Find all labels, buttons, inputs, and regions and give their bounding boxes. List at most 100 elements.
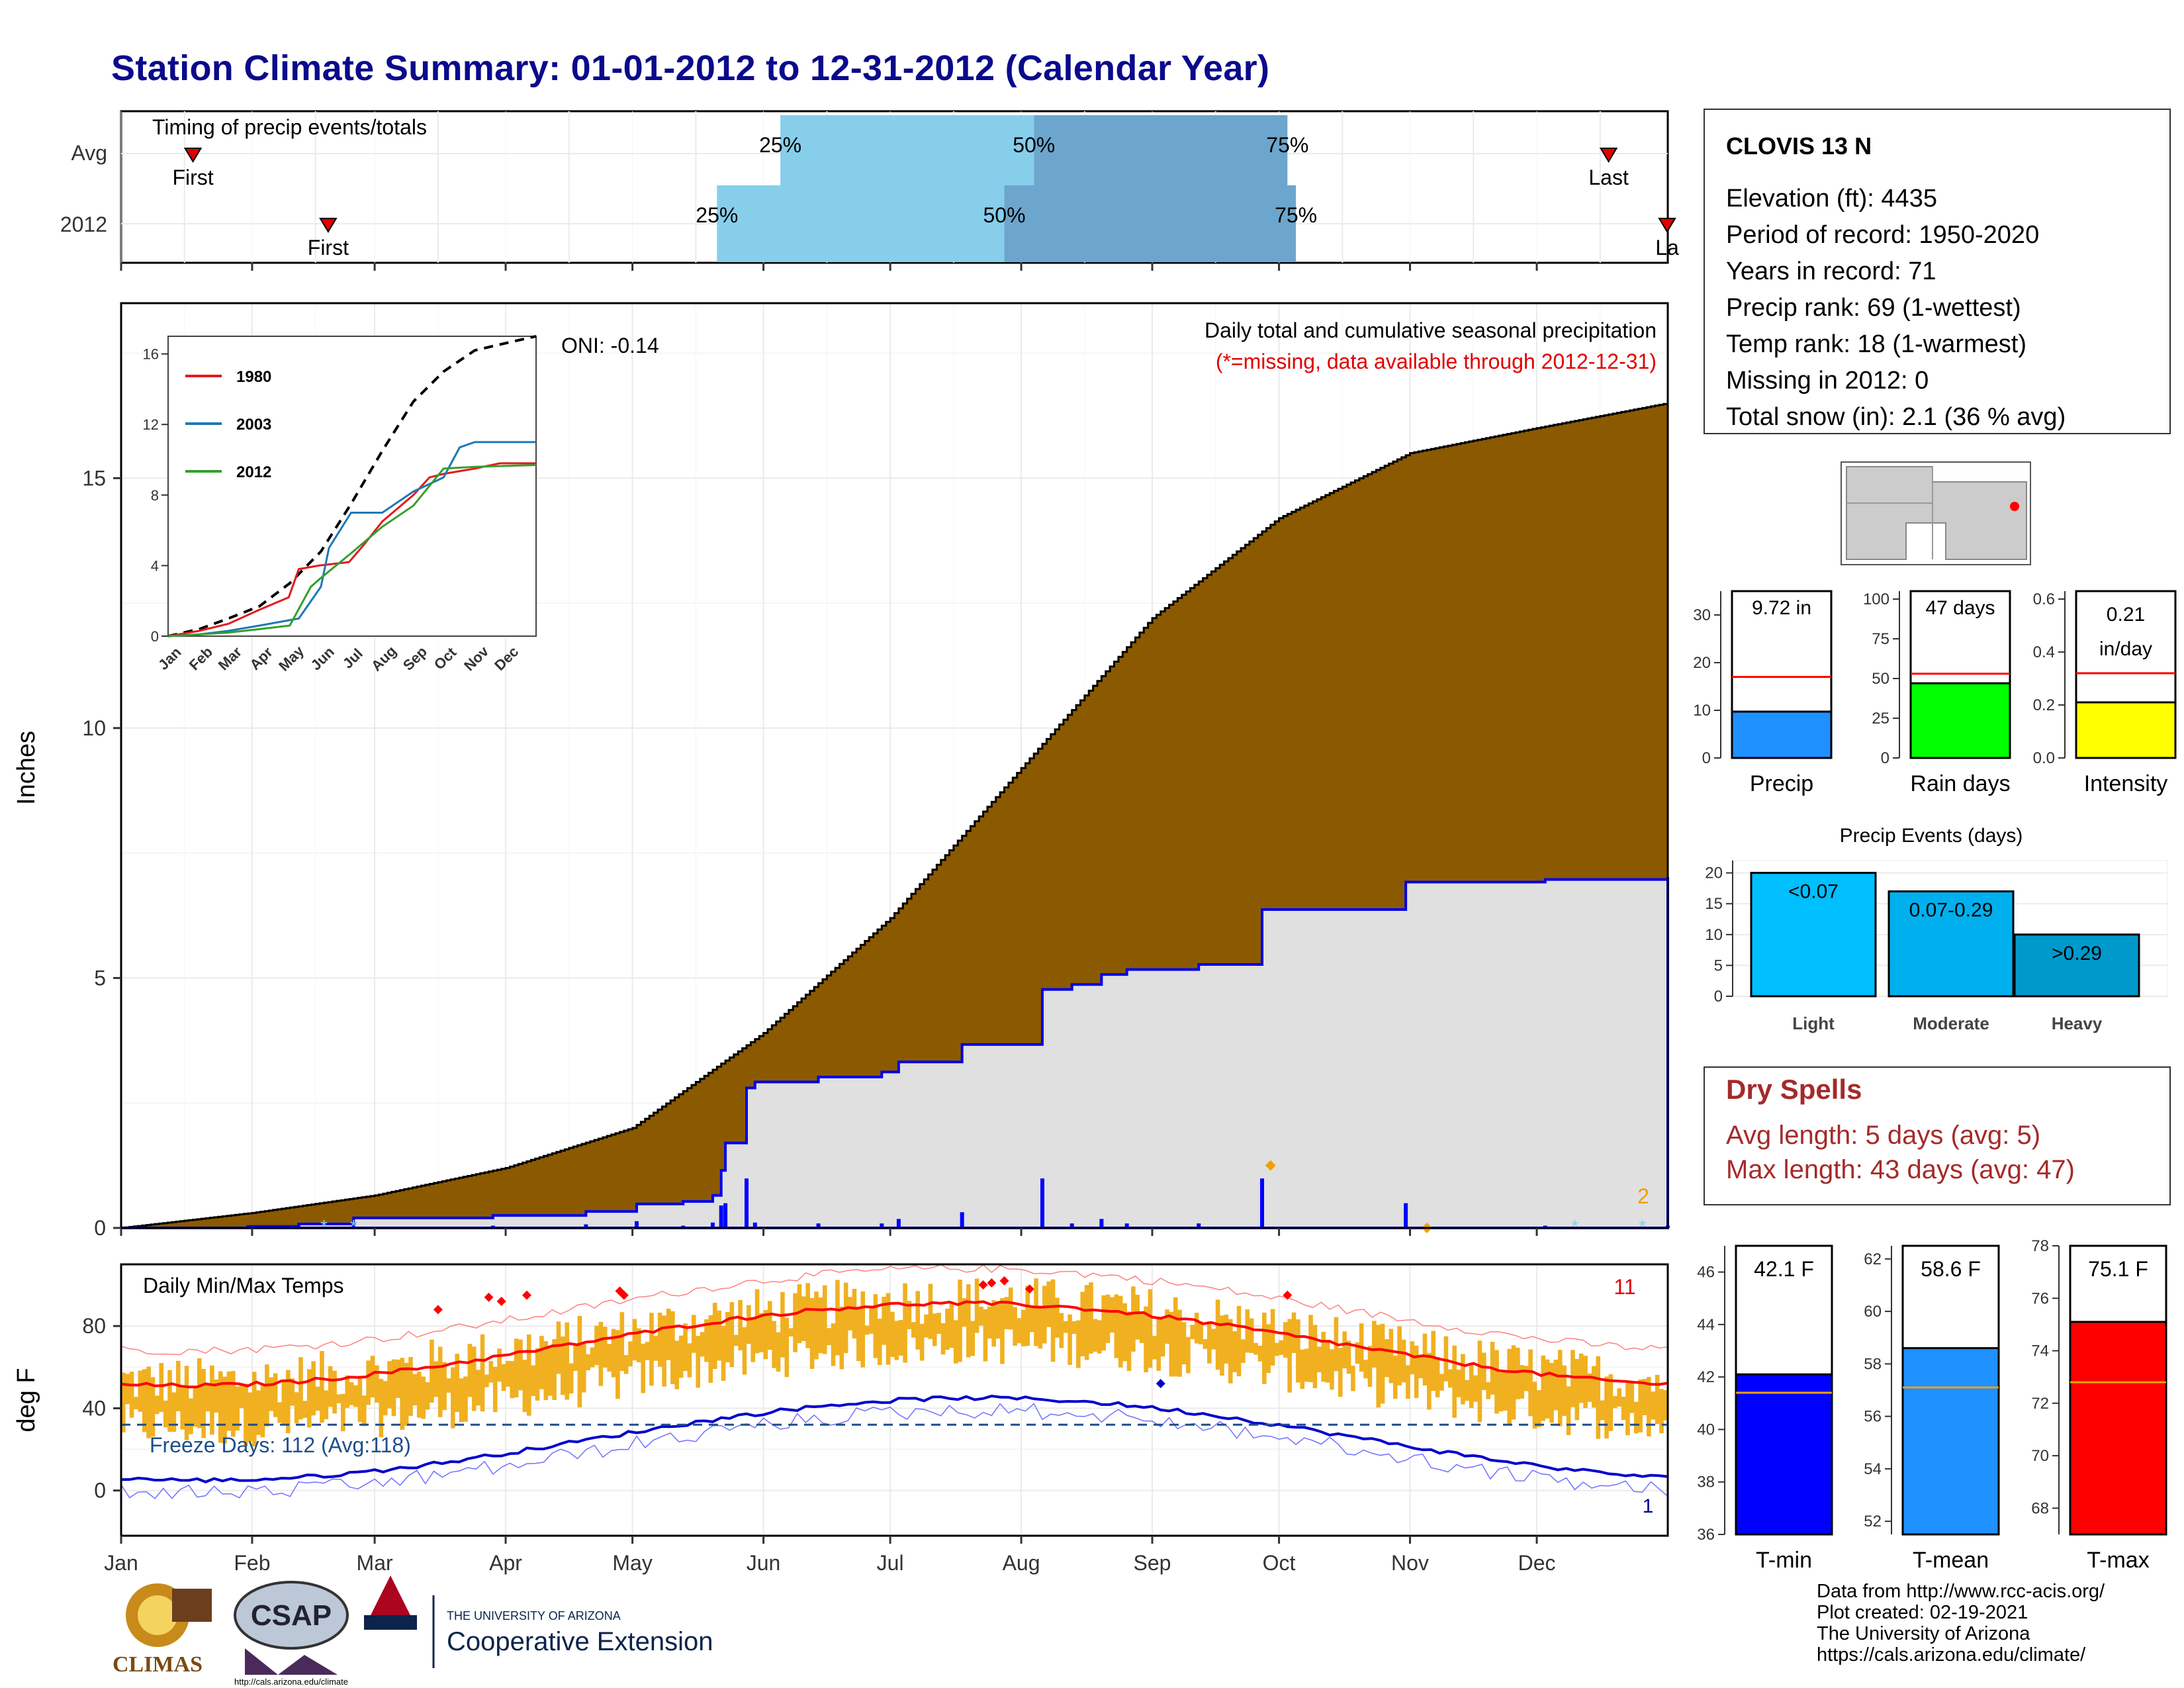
temp-daily-bar: [1194, 1313, 1199, 1344]
temp-daily-bar: [1385, 1339, 1389, 1378]
temp-daily-bar: [869, 1306, 874, 1334]
temp-daily-bar: [1549, 1362, 1554, 1423]
temp-daily-bar: [159, 1363, 164, 1412]
temp-summary-value-label: 58.6 F: [1921, 1257, 1981, 1281]
summary-label: Precip: [1750, 771, 1813, 796]
temp-daily-bar: [1063, 1321, 1068, 1333]
precip-ytick-label: 5: [94, 966, 106, 990]
temp-ytick-label: 0: [94, 1479, 106, 1503]
summary-bar-Rain days: [1909, 682, 2011, 759]
temp-daily-bar: [1557, 1350, 1563, 1427]
temp-daily-bar: [1388, 1329, 1394, 1383]
record-high-line: [120, 1264, 1668, 1356]
footer-url: https://cals.arizona.edu/climate/: [1817, 1644, 2086, 1665]
temp-daily-bar: [1537, 1390, 1541, 1427]
temp-ylabel: deg F: [13, 1368, 40, 1432]
temp-daily-bar: [1304, 1348, 1309, 1382]
temp-daily-bar: [1173, 1297, 1178, 1377]
temp-daily-bar: [1215, 1299, 1220, 1370]
temp-daily-bar: [433, 1361, 439, 1397]
daily-precip-bar: [584, 1224, 588, 1228]
inset-legend-label: 2003: [236, 416, 271, 434]
temp-daily-bar: [1059, 1313, 1064, 1348]
temp-daily-bar: [662, 1315, 666, 1387]
events-bar-Heavy: [2013, 933, 2140, 998]
temp-summary-value-label: 42.1 F: [1754, 1257, 1814, 1281]
temp-daily-bar: [898, 1319, 903, 1356]
missing-marker: *: [320, 1216, 328, 1237]
missing-marker: *: [350, 1216, 357, 1237]
temp-daily-bar: [717, 1310, 721, 1361]
temp-daily-bar: [1452, 1345, 1457, 1418]
temp-daily-bar: [1376, 1325, 1381, 1408]
temp-daily-bar: [1469, 1363, 1474, 1409]
temp-daily-bar: [852, 1288, 857, 1338]
first-label: First: [172, 165, 213, 189]
temp-daily-bar: [586, 1354, 590, 1371]
temp-daily-bar: [526, 1334, 531, 1416]
temp-daily-bar: [1338, 1348, 1343, 1397]
temp-daily-bar: [1148, 1289, 1153, 1368]
temp-daily-bar: [653, 1335, 659, 1361]
temp-summary-bar-T-max: [2069, 1321, 2167, 1536]
summary-value-label: 0.21: [2107, 604, 2145, 626]
temp-summary-bar-T-min: [1735, 1373, 1833, 1536]
temp-daily-bar: [1486, 1382, 1491, 1399]
temp-daily-bar: [189, 1398, 193, 1434]
temp-daily-bar: [459, 1378, 464, 1423]
temp-daily-bar: [1000, 1298, 1005, 1364]
temp-daily-bar: [281, 1381, 287, 1425]
temp-daily-bar: [222, 1376, 227, 1444]
temp-daily-bar: [1592, 1366, 1596, 1408]
temp-daily-bar: [894, 1321, 899, 1360]
summary-tick-label: 25: [1872, 710, 1889, 727]
temp-daily-bar: [1516, 1347, 1520, 1399]
temp-daily-bar: [1135, 1294, 1140, 1340]
temp-daily-bar: [831, 1323, 836, 1366]
temp-daily-bar: [1118, 1295, 1123, 1368]
summary-tick-label: 0.4: [2033, 643, 2055, 661]
temp-daily-bar: [1629, 1383, 1635, 1413]
csap-logo: CSAP http://cals.arizona.edu/climate: [234, 1581, 349, 1687]
dry-spells: Dry Spells Avg length: 5 days (avg: 5) M…: [1704, 1066, 2171, 1205]
timing-q25-label: 25%: [696, 203, 738, 227]
temp-daily-bar: [581, 1342, 586, 1393]
temp-daily-bar: [1181, 1322, 1187, 1365]
precip-ytick-label: 15: [82, 466, 106, 490]
temp-daily-bar: [294, 1392, 299, 1424]
temp-daily-bar: [543, 1341, 549, 1401]
temp-daily-bar: [1013, 1307, 1017, 1346]
station-name: CLOVIS 13 N: [1726, 132, 1872, 160]
timing-q50-label: 50%: [1013, 133, 1055, 157]
temp-daily-bar: [674, 1340, 680, 1389]
summary-tick-label: 50: [1872, 670, 1889, 688]
timing-bar-lower-0: [780, 115, 1034, 192]
temp-daily-bar: [1604, 1376, 1609, 1439]
temp-summary-label: T-mean: [1913, 1548, 1989, 1573]
temp-daily-bar: [366, 1360, 371, 1405]
daily-precip-bar: [635, 1221, 639, 1228]
temp-daily-bar: [619, 1312, 625, 1372]
temp-daily-bar: [1046, 1281, 1051, 1327]
temp-daily-bar: [298, 1357, 303, 1420]
station-line-temp-rank: Temp rank: 18 (1-warmest): [1726, 330, 2026, 358]
location-map: [1841, 461, 2031, 565]
temp-daily-bar: [129, 1372, 134, 1418]
temp-daily-bar: [446, 1378, 451, 1393]
temp-daily-bar: [1612, 1395, 1617, 1409]
temp-daily-bar: [451, 1367, 455, 1429]
csap-text: CSAP: [251, 1599, 332, 1632]
temp-daily-bar: [251, 1372, 257, 1446]
daily-precip-bar: [1543, 1225, 1547, 1228]
temp-daily-bar: [1101, 1295, 1106, 1351]
summary-tick-label: 10: [1693, 702, 1711, 720]
temp-daily-bar: [1275, 1342, 1279, 1356]
timing-row-avg-label: Avg: [71, 141, 107, 165]
temp-daily-bar: [974, 1278, 979, 1333]
temp-daily-bar: [615, 1330, 620, 1399]
temp-daily-bar: [1427, 1352, 1432, 1410]
temp-daily-bar: [890, 1311, 895, 1357]
station-info: CLOVIS 13 N Elevation (ft): 4435 Period …: [1704, 109, 2171, 434]
temp-daily-bar: [1228, 1319, 1233, 1383]
